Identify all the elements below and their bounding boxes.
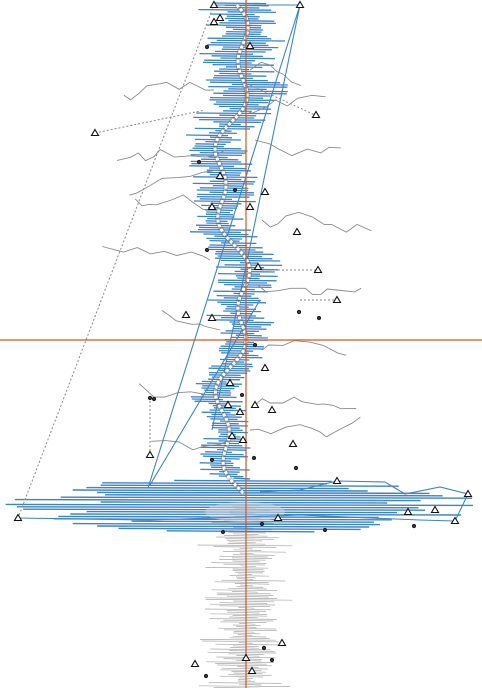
branch-0 (123, 81, 215, 101)
triangle-marker-icon[interactable] (273, 513, 283, 522)
triangle-marker-icon[interactable] (215, 13, 225, 22)
dot-marker-icon[interactable] (147, 395, 153, 401)
triangle-marker-icon[interactable] (207, 313, 217, 322)
dot-marker-icon[interactable] (151, 396, 157, 402)
triangle-marker-icon[interactable] (241, 653, 251, 662)
triangle-marker-icon[interactable] (250, 400, 260, 409)
dot-marker-icon[interactable] (203, 673, 209, 679)
triangle-marker-icon[interactable] (207, 202, 217, 211)
branch-11 (254, 396, 357, 410)
dot-marker-icon[interactable] (239, 392, 245, 398)
triangle-marker-icon[interactable] (311, 110, 321, 119)
triangle-marker-icon[interactable] (227, 431, 237, 440)
branch-2 (116, 149, 227, 162)
triangle-marker-icon[interactable] (245, 41, 255, 50)
triangle-marker-icon[interactable] (13, 513, 23, 522)
triangle-marker-icon[interactable] (209, 17, 219, 26)
triangle-marker-icon[interactable] (277, 638, 287, 647)
triangle-marker-icon[interactable] (450, 516, 460, 525)
triangle-marker-icon[interactable] (288, 439, 298, 448)
blue-strokes (186, 2, 288, 478)
triangle-marker-icon[interactable] (260, 187, 270, 196)
triangle-marker-icon[interactable] (267, 405, 277, 414)
branch-4 (134, 194, 219, 211)
branch-15 (244, 94, 326, 114)
triangle-marker-icon[interactable] (215, 171, 225, 180)
blue-column-trace (186, 2, 288, 478)
triangle-marker-icon[interactable] (295, 0, 305, 9)
dot-marker-icon[interactable] (220, 529, 226, 535)
triangle-marker-icon[interactable] (90, 128, 100, 137)
dot-marker-icon[interactable] (322, 527, 328, 533)
dot-marker-icon[interactable] (261, 645, 267, 651)
dot-marker-icon[interactable] (252, 342, 258, 348)
dot-marker-icon[interactable] (204, 44, 210, 50)
dot-marker-icon[interactable] (296, 309, 302, 315)
branch-9 (261, 340, 347, 356)
triangle-marker-icon[interactable] (463, 489, 473, 498)
triangle-marker-icon[interactable] (292, 227, 302, 236)
dot-marker-icon[interactable] (232, 187, 238, 193)
triangle-marker-icon[interactable] (247, 666, 257, 675)
outline-dashed-0 (17, 4, 215, 519)
dot-marker-icon[interactable] (251, 455, 257, 461)
dot-marker-icon[interactable] (269, 657, 275, 663)
outline-blue-1 (211, 4, 301, 431)
triangle-marker-icon[interactable] (209, 0, 219, 9)
branch-traces (102, 61, 372, 451)
triangle-marker-icon[interactable] (332, 295, 342, 304)
triangle-marker-icon[interactable] (332, 476, 342, 485)
branch-1 (249, 61, 302, 86)
branch-14 (129, 169, 219, 196)
branch-6 (102, 246, 211, 261)
branch-7 (257, 284, 362, 296)
triangle-marker-icon[interactable] (260, 363, 270, 372)
disc-core (205, 502, 285, 522)
dot-marker-icon[interactable] (411, 523, 417, 529)
branch-8 (161, 310, 221, 331)
outline-disc-rim (17, 480, 469, 522)
triangle-marker-icon[interactable] (313, 265, 323, 274)
triangle-marker-icon[interactable] (238, 435, 248, 444)
dot-marker-icon[interactable] (259, 521, 265, 527)
triangle-marker-icon[interactable] (190, 659, 200, 668)
branch-5 (261, 211, 372, 233)
dot-marker-icon[interactable] (204, 247, 210, 253)
triangle-marker-icon[interactable] (145, 450, 155, 459)
outline-dashed-1 (94, 109, 206, 134)
triangle-marker-icon[interactable] (223, 400, 233, 409)
outline-blue-2 (149, 299, 261, 486)
triangle-marker-icon[interactable] (430, 505, 440, 514)
triangle-marker-icon[interactable] (235, 407, 245, 416)
triangle-marker-icon[interactable] (245, 202, 255, 211)
triangle-marker-icon[interactable] (403, 507, 413, 516)
branch-12 (151, 439, 231, 451)
branch-13 (249, 416, 361, 438)
branch-3 (254, 139, 341, 157)
dot-marker-icon[interactable] (316, 315, 322, 321)
triangle-marker-icon[interactable] (181, 310, 191, 319)
triangle-marker-icon[interactable] (225, 378, 235, 387)
dot-marker-icon[interactable] (293, 465, 299, 471)
dot-marker-icon[interactable] (196, 159, 202, 165)
triangle-marker-icon[interactable] (253, 262, 263, 271)
dot-marker-icon[interactable] (209, 457, 215, 463)
markers[interactable] (13, 0, 473, 679)
